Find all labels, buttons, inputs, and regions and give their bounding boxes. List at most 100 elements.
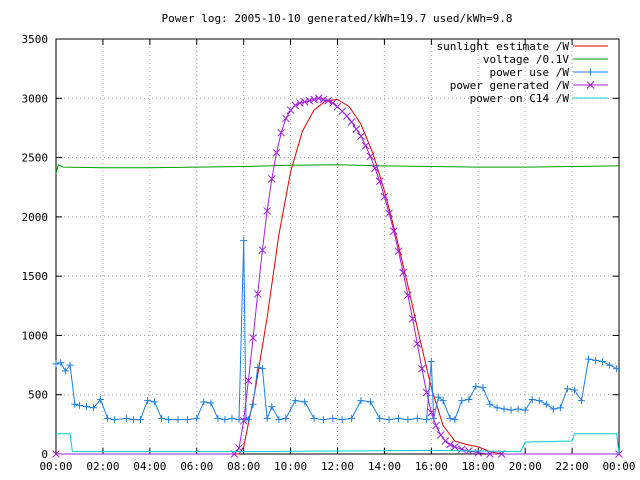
x-tick-label: 00:00	[39, 460, 72, 473]
data-point	[282, 414, 290, 422]
data-point	[239, 416, 248, 425]
data-point	[343, 112, 351, 120]
legend-label: power use /W	[490, 66, 570, 79]
data-point	[122, 414, 130, 422]
data-point	[75, 401, 83, 409]
data-point	[296, 99, 304, 107]
data-point	[535, 397, 543, 405]
data-point	[366, 152, 375, 161]
data-point	[82, 403, 90, 411]
data-point	[599, 358, 607, 366]
data-point	[104, 414, 112, 422]
data-point	[228, 414, 236, 422]
data-point	[570, 386, 578, 394]
data-point	[427, 358, 435, 366]
series-line	[55, 240, 617, 421]
data-point	[404, 291, 412, 299]
data-point	[90, 404, 98, 412]
data-point	[371, 164, 379, 173]
data-point	[357, 132, 365, 141]
series-line	[56, 433, 620, 455]
data-point	[613, 365, 621, 373]
data-point	[357, 397, 365, 405]
data-point	[52, 360, 60, 368]
data-point	[465, 395, 473, 403]
data-point	[436, 431, 445, 439]
data-point	[394, 247, 403, 256]
data-point	[275, 416, 283, 424]
data-point	[263, 207, 271, 215]
data-point	[375, 177, 384, 186]
y-tick-label: 3500	[22, 33, 49, 46]
data-point	[408, 314, 417, 323]
data-point	[174, 416, 182, 424]
data-point	[500, 405, 508, 413]
data-point	[423, 416, 431, 424]
legend-label: sunlight estimate /W	[437, 40, 570, 53]
data-point	[61, 367, 69, 375]
data-point	[434, 393, 442, 401]
data-point	[249, 400, 257, 408]
data-point	[366, 398, 374, 406]
data-point	[404, 416, 412, 424]
data-point	[585, 355, 593, 363]
legend-marker	[587, 68, 594, 76]
x-tick-label: 06:00	[180, 460, 213, 473]
data-point	[291, 397, 299, 405]
legend-label: power generated /W	[450, 79, 570, 92]
x-tick-label: 02:00	[86, 460, 119, 473]
data-point	[305, 96, 314, 105]
x-tick-label: 10:00	[274, 460, 307, 473]
series-4	[56, 433, 620, 455]
data-point	[258, 246, 267, 254]
data-point	[606, 361, 614, 369]
data-point	[472, 382, 480, 390]
data-point	[129, 416, 137, 424]
data-point	[439, 397, 447, 405]
data-point	[235, 444, 243, 452]
data-point	[249, 333, 257, 342]
chart-title: Power log: 2005-10-10 generated/kWh=19.7…	[162, 12, 513, 25]
data-point	[563, 385, 571, 393]
data-point	[329, 414, 337, 422]
data-point	[422, 388, 431, 397]
data-point	[193, 414, 201, 422]
data-point	[244, 416, 252, 424]
series-2	[52, 237, 621, 424]
data-point	[66, 361, 74, 369]
y-tick-label: 1500	[22, 270, 49, 283]
x-tick-label: 14:00	[368, 460, 401, 473]
y-tick-label: 3000	[22, 92, 49, 105]
y-tick-label: 1000	[22, 329, 49, 342]
series-group	[52, 94, 623, 458]
data-point	[592, 356, 600, 364]
data-point	[277, 128, 286, 137]
data-point	[183, 416, 191, 424]
data-point	[577, 397, 585, 405]
data-point	[244, 376, 253, 385]
data-point	[319, 95, 328, 104]
series-0	[56, 98, 619, 455]
data-point	[136, 416, 144, 424]
data-point	[310, 414, 318, 422]
data-point	[450, 443, 459, 451]
data-point	[385, 209, 393, 218]
data-point	[542, 400, 550, 408]
data-point	[272, 148, 281, 157]
data-point	[493, 404, 501, 412]
data-point	[214, 414, 222, 422]
data-point	[376, 414, 384, 422]
data-point	[413, 339, 422, 348]
data-point	[71, 400, 79, 408]
data-point	[338, 416, 346, 424]
data-point	[486, 400, 494, 408]
data-point	[347, 118, 356, 126]
data-point	[528, 395, 536, 403]
data-point	[549, 405, 557, 413]
plot-frame	[55, 38, 620, 455]
data-point	[310, 95, 318, 104]
x-tick-label: 22:00	[556, 460, 589, 473]
data-point	[97, 395, 105, 403]
data-point	[352, 125, 361, 133]
